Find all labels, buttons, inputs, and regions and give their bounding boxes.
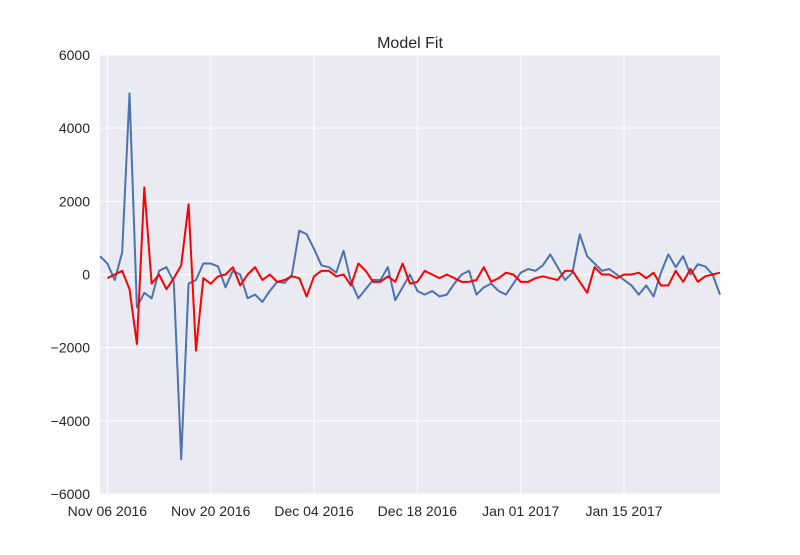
series-line-red [106, 186, 721, 352]
y-tick-label: 0 [82, 267, 90, 283]
y-tick-label: 2000 [59, 193, 90, 209]
x-axis-ticks: Nov 06 2016 Nov 20 2016 Dec 04 2016 Dec 18 … [68, 503, 663, 519]
series-line-blue [99, 92, 721, 461]
x-tick-label: Dec 18 2016 [378, 503, 458, 519]
y-tick-label: 6000 [59, 47, 90, 63]
x-tick-label: Nov 06 2016 [68, 503, 148, 519]
series-layer [99, 92, 721, 461]
x-tick-label: Jan 01 2017 [482, 503, 559, 519]
y-axis-ticks: −6000 −4000 −2000 0 2000 4000 6000 [51, 47, 91, 502]
x-tick-label: Nov 20 2016 [171, 503, 251, 519]
y-tick-label: 4000 [59, 120, 90, 136]
x-tick-label: Dec 04 2016 [274, 503, 354, 519]
gridlines [100, 54, 720, 495]
x-tick-label: Jan 15 2017 [586, 503, 663, 519]
y-tick-label: −6000 [51, 486, 91, 502]
y-tick-label: −2000 [51, 340, 91, 356]
chart-title: Model Fit [377, 35, 443, 52]
y-tick-label: −4000 [51, 413, 91, 429]
